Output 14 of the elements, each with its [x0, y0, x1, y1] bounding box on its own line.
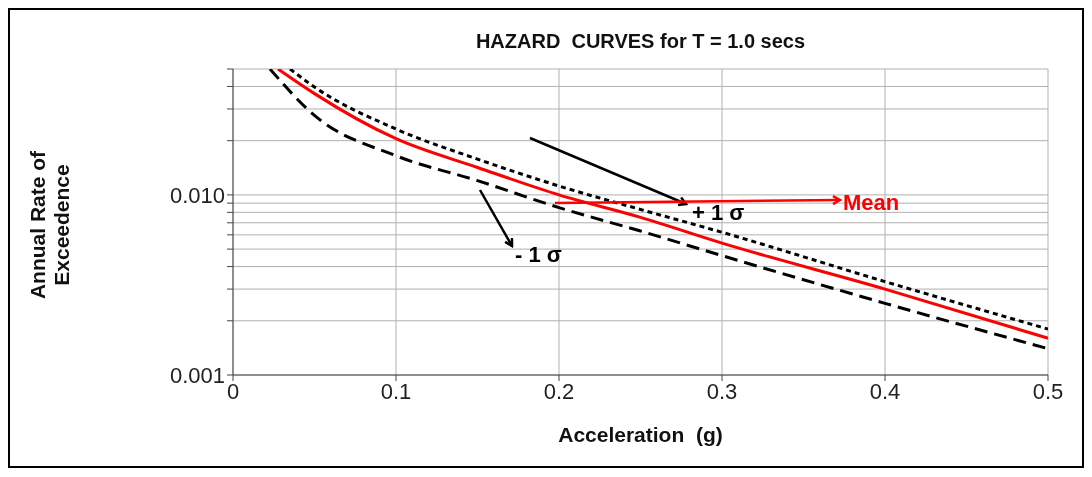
x-tick-label: 0.2	[543, 378, 575, 404]
y-tick-label: 0.010	[169, 182, 225, 208]
x-tick-label: 0.4	[869, 378, 901, 404]
x-tick-label: 0	[226, 378, 240, 404]
series-label: - 1 σ	[515, 242, 562, 268]
x-tick-label: 0.3	[706, 378, 738, 404]
text: Mean	[843, 190, 900, 216]
x-tick-label: 0.5	[1032, 378, 1064, 404]
y-tick-label: 0.001	[169, 362, 225, 388]
series-label: + 1 σ	[692, 200, 745, 226]
y-axis-title: Annual Rate of Exceedence	[26, 149, 74, 302]
x-axis-title: Acceleration (g)	[557, 423, 724, 447]
x-tick-label: 0.1	[380, 378, 412, 404]
chart-title: HAZARD CURVES for T = 1.0 secs	[474, 30, 807, 53]
